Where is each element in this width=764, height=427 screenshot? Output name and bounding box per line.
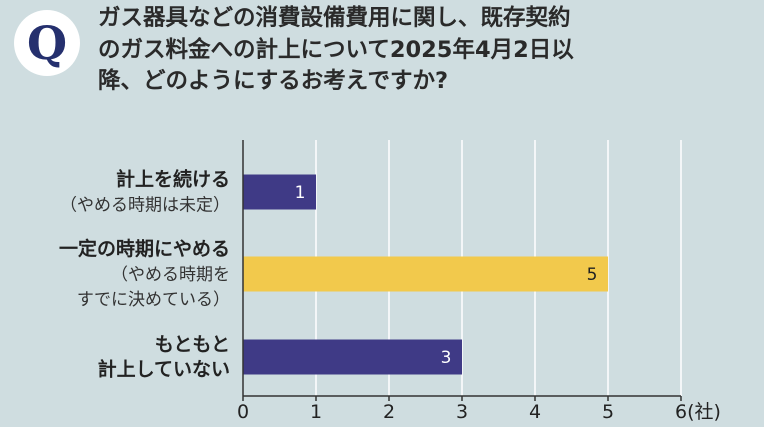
x-tick-label-2: 2 xyxy=(383,401,395,423)
bar-2 xyxy=(243,256,608,292)
x-tick-label-0: 0 xyxy=(237,401,249,423)
bar-value-label-2: 5 xyxy=(587,265,598,285)
category-label-2-line-1: 一定の時期にやめる xyxy=(59,237,230,260)
bar-value-label-1: 1 xyxy=(295,183,306,203)
category-label-2-line-2: （やめる時期を xyxy=(111,265,230,285)
question-line-3: 降、どのようにするお考えですか? xyxy=(98,68,449,94)
bar-3 xyxy=(243,339,462,375)
x-tick-label-4: 4 xyxy=(529,401,541,423)
category-label-2-line-3: すでに決めている） xyxy=(77,290,230,310)
question-badge-letter: Q xyxy=(26,16,68,70)
x-tick-label-3: 3 xyxy=(456,401,468,423)
category-label-1-line-2: （やめる時期は未定） xyxy=(60,196,230,216)
category-label-1-line-1: 計上を続ける xyxy=(116,168,230,191)
category-label-3-line-1: もともと xyxy=(155,334,230,356)
question-text: ガス器具などの消費設備費用に関し、既存契約 のガス料金への計上について2025年… xyxy=(98,3,758,98)
x-tick-label-1: 1 xyxy=(310,401,322,423)
x-tick-label-5: 5 xyxy=(602,401,614,423)
question-line-1: ガス器具などの消費設備費用に関し、既存契約 xyxy=(98,5,571,31)
bar-1 xyxy=(243,174,316,210)
question-line-2: のガス料金への計上について2025年4月2日以 xyxy=(98,36,574,63)
category-label-3-line-2: 計上していない xyxy=(98,358,230,381)
question-badge: Q xyxy=(14,10,80,76)
bar-value-label-3: 3 xyxy=(441,348,452,368)
x-tick-label-6: 6(社) xyxy=(675,401,721,423)
